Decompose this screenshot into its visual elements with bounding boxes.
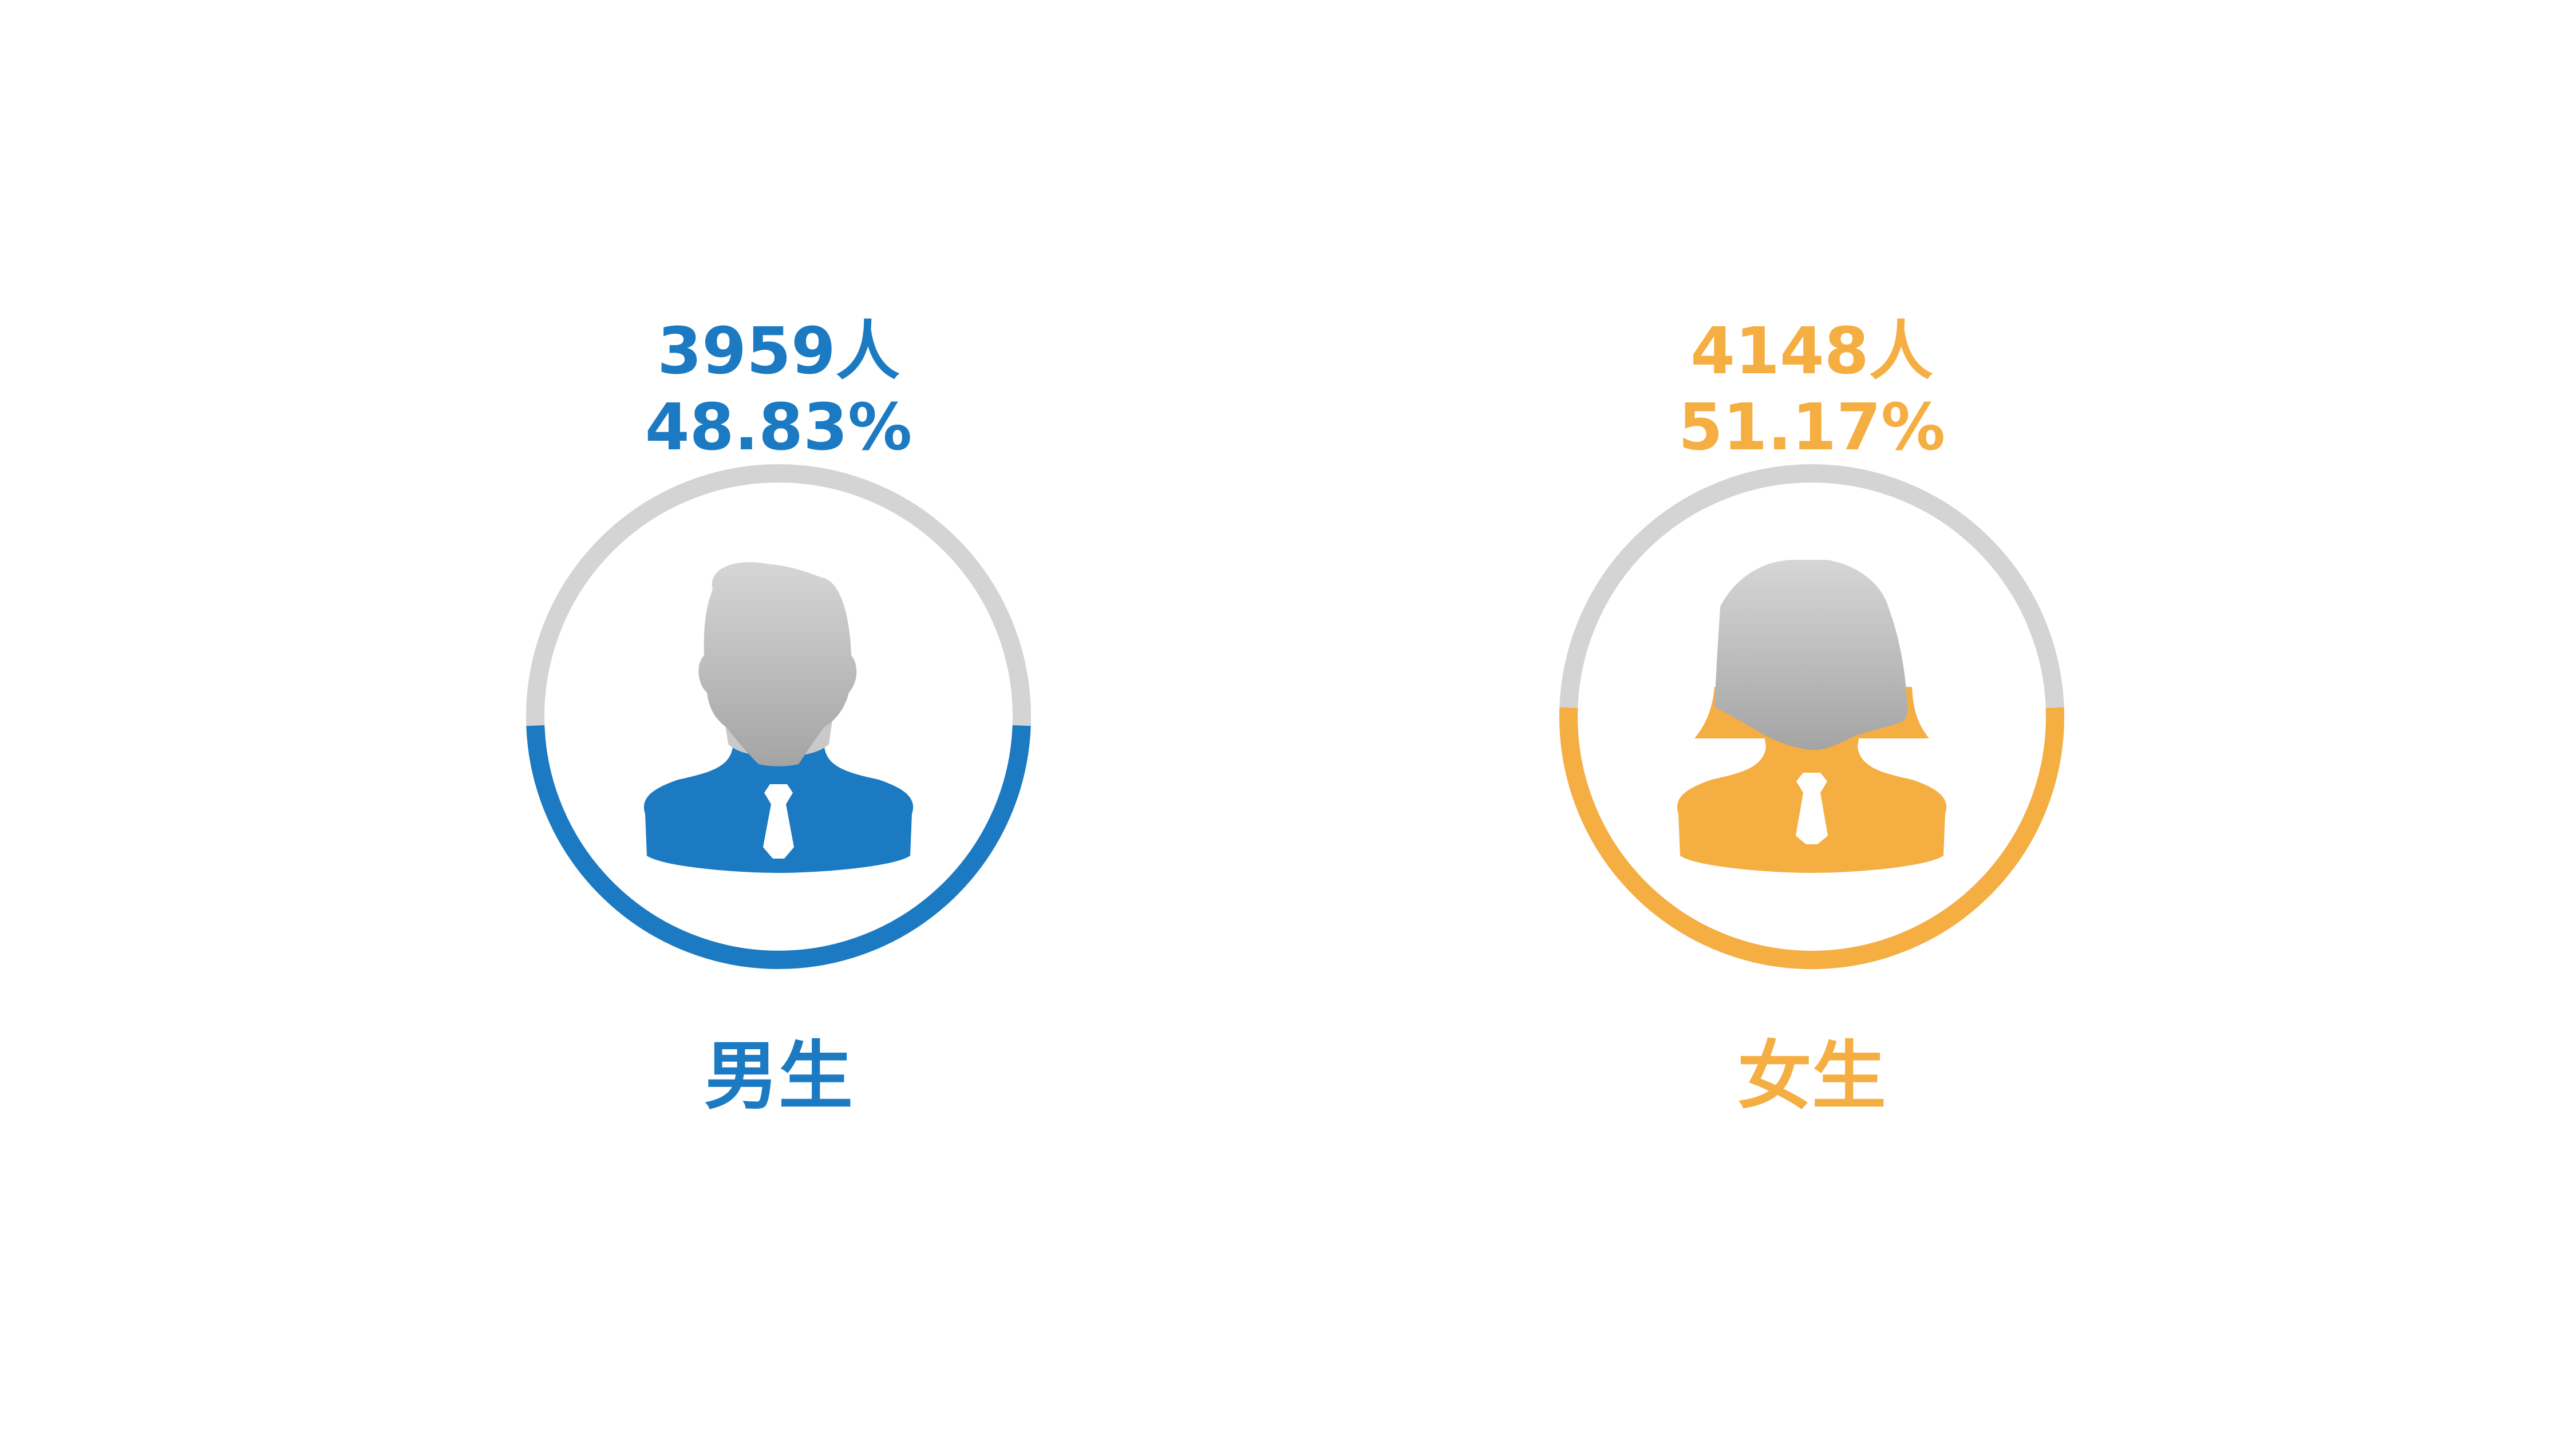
female-chart-group: 4148人 51.17% 女生 — [1559, 314, 2064, 1120]
male-person-icon — [643, 562, 914, 873]
male-tie — [763, 784, 794, 859]
female-count-label: 4148人 — [1690, 314, 1933, 389]
female-person-icon — [1677, 560, 1947, 873]
male-category-label: 男生 — [704, 1033, 853, 1120]
male-percent-label: 48.83% — [645, 390, 912, 465]
female-percent-label: 51.17% — [1678, 390, 1945, 465]
male-chart-group: 3959人 48.83% 男生 — [526, 314, 1031, 1120]
female-category-label: 女生 — [1737, 1033, 1886, 1120]
female-tie — [1796, 773, 1828, 844]
female-ring-arc — [1559, 707, 2064, 970]
female-head — [1714, 560, 1908, 750]
male-ring-arc — [526, 725, 1031, 969]
male-head — [698, 562, 857, 766]
male-count-label: 3959人 — [657, 314, 900, 389]
